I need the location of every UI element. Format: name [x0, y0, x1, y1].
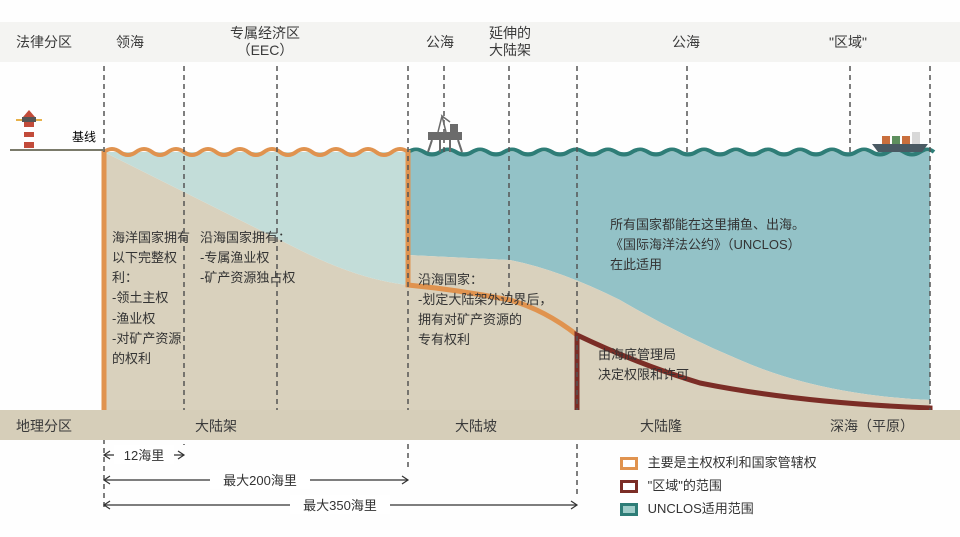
legend-label-2: UNCLOS适用范围: [648, 501, 754, 516]
ship-icon: [872, 132, 928, 152]
legend-swatch-0: [620, 457, 638, 470]
baseline-label: 基线: [72, 128, 96, 145]
geo-1: 大陆坡: [455, 416, 497, 436]
txt-area-auth: 由海底管理局 决定权限和许可: [598, 345, 738, 385]
legend-2: UNCLOS适用范围: [620, 498, 817, 517]
geo-0: 大陆架: [195, 416, 237, 436]
dist-lbl-1: 最大200海里: [210, 470, 310, 489]
txt-high-seas: 所有国家都能在这里捕鱼、出海。 《国际海洋法公约》（UNCLOS） 在此适用: [610, 215, 910, 275]
lighthouse-icon: [16, 110, 42, 148]
geo-title: 地理分区: [16, 416, 72, 436]
diagram-stage: 法律分区 领海 专属经济区 （EEC） 公海 延伸的 大陆架 公海 "区域": [0, 0, 960, 537]
dist-lbl-0: 12海里: [114, 445, 174, 464]
legend-0: 主要是主权权利和国家管辖权: [620, 452, 817, 471]
legend-label-0: 主要是主权权利和国家管辖权: [648, 455, 817, 470]
txt-territorial: 海洋国家拥有 以下完整权利： -领土主权 -渔业权 -对矿产资源 的权利: [112, 228, 192, 369]
legend-1: "区域"的范围: [620, 475, 817, 494]
oil-platform-icon: [428, 116, 462, 152]
geo-2: 大陆隆: [640, 416, 682, 436]
dist-lbl-2: 最大350海里: [290, 495, 390, 514]
legend-swatch-2: [620, 503, 638, 516]
txt-shelf-ext: 沿海国家： -划定大陆架外边界后， 拥有对矿产资源的 专有权利: [418, 270, 573, 351]
legend: 主要是主权权利和国家管辖权 "区域"的范围 UNCLOS适用范围: [620, 452, 817, 521]
legend-swatch-1: [620, 480, 638, 493]
legend-label-1: "区域"的范围: [648, 478, 722, 493]
geo-3: 深海（平原）: [830, 416, 914, 436]
txt-eez: 沿海国家拥有： -专属渔业权 -矿产资源独占权: [200, 228, 330, 288]
